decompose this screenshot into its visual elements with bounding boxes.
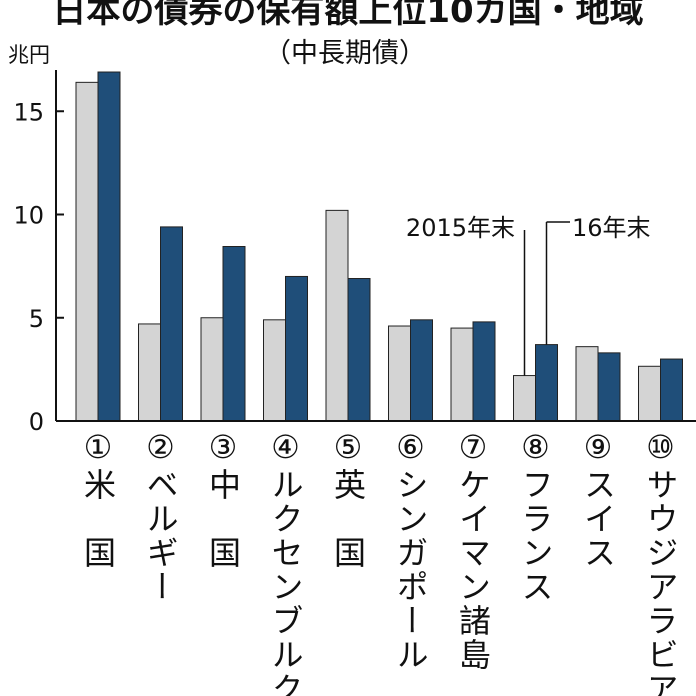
bar-2015: [575, 346, 599, 422]
y-axis-unit: 兆円: [8, 43, 50, 67]
category-label: ⑤英 国: [329, 428, 367, 570]
category-label: ⑧フランス: [516, 428, 555, 604]
category-label: ⑩サウジアラビア: [641, 428, 680, 696]
bar-2015: [200, 317, 224, 422]
bar-2015: [263, 319, 286, 422]
category-label: ④ルクセンブルク: [266, 428, 305, 696]
y-tick-label: 15: [13, 98, 44, 126]
category-label: ⑦ケイマン諸島: [454, 428, 492, 672]
bar-2016: [160, 226, 183, 422]
bar-2015: [638, 365, 661, 422]
bar-2016: [347, 278, 371, 422]
chart-title: 日本の債券の保有額上位10カ国・地域: [52, 0, 643, 31]
bar-2015: [450, 327, 474, 422]
bar-2016: [472, 321, 496, 422]
bar-2015: [325, 209, 349, 422]
y-tick-label: 10: [13, 202, 44, 230]
bar-2015: [138, 323, 161, 422]
legend-2015: 2015年末: [406, 214, 515, 242]
legend-2016: 16年末: [572, 214, 651, 242]
bar-2016: [222, 246, 246, 422]
bar-2015: [388, 325, 411, 422]
category-label: ①米 国: [79, 428, 117, 570]
category-label: ⑨スイス: [579, 428, 617, 570]
bar-2016: [97, 71, 121, 422]
bar-2016: [660, 358, 683, 422]
bar-2016: [535, 344, 558, 422]
bar-2016: [410, 319, 433, 422]
bar-2016: [285, 275, 308, 422]
category-label: ⑥シンガポール: [391, 428, 430, 672]
y-tick-label: 0: [29, 408, 44, 436]
category-label: ②ベルギー: [141, 428, 180, 604]
category-label: ③中 国: [204, 428, 242, 570]
bar-2015: [75, 81, 99, 422]
bar-2016: [597, 352, 621, 422]
bar-2015: [513, 375, 536, 422]
y-tick-label: 5: [29, 305, 44, 333]
chart-subtitle: （中長期債）: [264, 38, 426, 69]
